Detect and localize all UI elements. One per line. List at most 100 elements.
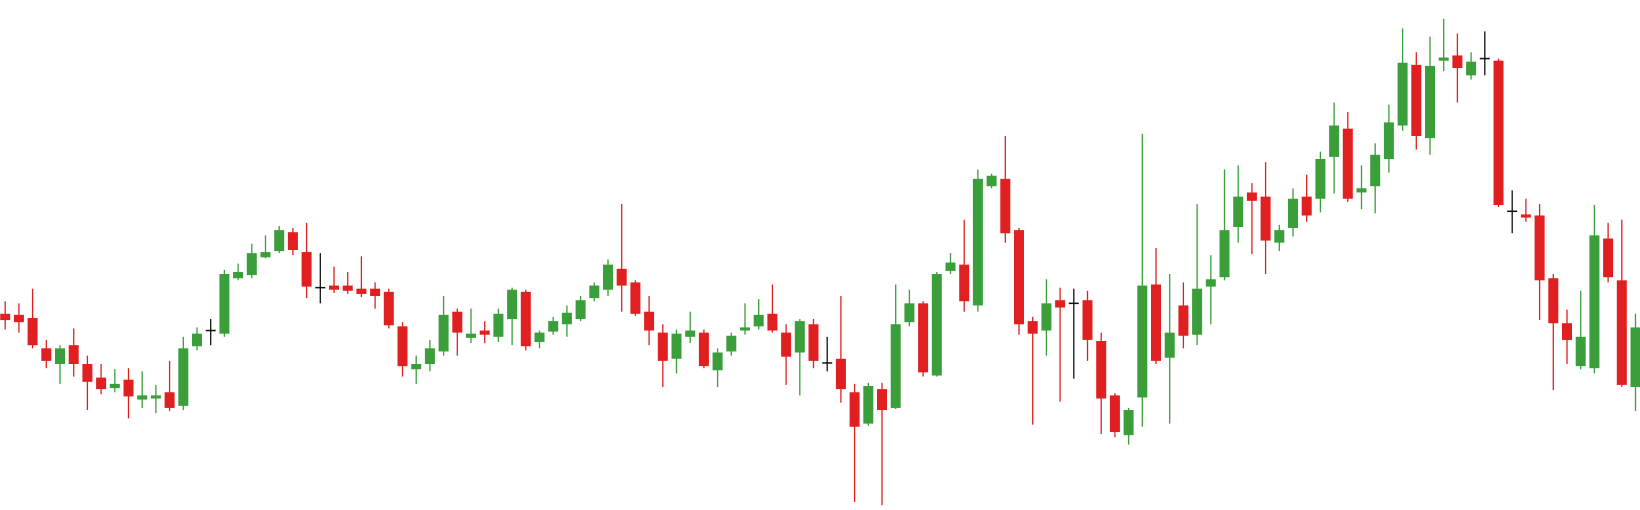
candle-body bbox=[589, 285, 600, 299]
candle-body bbox=[219, 274, 230, 334]
candle-body bbox=[397, 326, 408, 367]
candle-body bbox=[1233, 196, 1244, 227]
candle-body bbox=[301, 252, 312, 287]
candle-body bbox=[0, 313, 11, 321]
candle-body bbox=[1151, 284, 1161, 361]
candle-body bbox=[356, 288, 367, 294]
candle-body bbox=[424, 348, 435, 365]
candle-body bbox=[1096, 340, 1107, 399]
candle-body bbox=[972, 178, 983, 306]
candle-body bbox=[411, 364, 422, 370]
candle-body bbox=[192, 333, 202, 347]
candle-body bbox=[931, 274, 942, 376]
candle-body bbox=[1082, 300, 1093, 340]
candle-body bbox=[863, 385, 874, 424]
candle-body bbox=[123, 379, 134, 397]
candle-body bbox=[918, 303, 929, 373]
candle-body bbox=[109, 383, 120, 389]
candle-body bbox=[1260, 196, 1271, 241]
candle-body bbox=[1630, 327, 1640, 388]
candle-body bbox=[808, 324, 819, 361]
candle-body bbox=[575, 300, 586, 320]
candle-body bbox=[1014, 230, 1024, 325]
candle-body bbox=[1178, 305, 1189, 336]
candle-body bbox=[767, 313, 778, 331]
candle-body bbox=[41, 348, 52, 361]
candle-body bbox=[1109, 395, 1120, 432]
candle-body bbox=[493, 313, 504, 337]
candle-body bbox=[1164, 332, 1175, 358]
candle-body bbox=[1329, 125, 1340, 157]
candle-body bbox=[1246, 192, 1257, 201]
candle-body bbox=[383, 291, 394, 326]
candle-body bbox=[1274, 230, 1285, 243]
candle-body bbox=[1192, 288, 1203, 335]
candle-body bbox=[1055, 300, 1066, 308]
candle-body bbox=[1616, 280, 1627, 385]
candle-body bbox=[1425, 65, 1435, 139]
candle-body bbox=[479, 330, 490, 335]
candle-body bbox=[246, 253, 257, 276]
candle-body bbox=[233, 271, 244, 279]
candle-body bbox=[1205, 279, 1216, 287]
candle-body bbox=[466, 333, 476, 338]
candle-body bbox=[1452, 55, 1463, 68]
candle-body bbox=[1438, 57, 1449, 61]
candle-body bbox=[55, 348, 65, 365]
candle-body bbox=[150, 395, 161, 399]
candle-body bbox=[1123, 410, 1134, 436]
candle-body bbox=[452, 311, 463, 333]
candle-body bbox=[1603, 238, 1614, 278]
candle-body bbox=[1548, 278, 1559, 324]
candle-body bbox=[986, 175, 997, 187]
candle-body bbox=[657, 332, 668, 361]
candle-body bbox=[561, 312, 572, 325]
candle-body bbox=[534, 332, 545, 343]
candle-body bbox=[82, 364, 93, 382]
candle-body bbox=[1041, 303, 1052, 331]
candle-body bbox=[1219, 230, 1230, 278]
candle-body bbox=[753, 314, 764, 327]
candle-body bbox=[794, 321, 805, 353]
candle-body bbox=[274, 230, 285, 252]
candle-body bbox=[877, 389, 887, 411]
candle-body bbox=[96, 377, 107, 390]
candle-body bbox=[520, 291, 531, 347]
candle-body bbox=[698, 332, 709, 367]
candle-body bbox=[1520, 214, 1531, 218]
candle-body bbox=[644, 311, 655, 331]
candle-body bbox=[342, 285, 353, 291]
candle-body bbox=[1027, 321, 1038, 334]
candle-body bbox=[1301, 196, 1312, 216]
candle-body bbox=[1562, 323, 1572, 340]
candle-body bbox=[548, 321, 559, 332]
candle-body bbox=[1575, 336, 1586, 367]
candle-body bbox=[616, 268, 627, 286]
candle-body bbox=[68, 345, 79, 365]
candle-body bbox=[370, 288, 381, 297]
candle-body bbox=[1493, 60, 1504, 206]
candle-body bbox=[904, 303, 915, 323]
candle-body bbox=[1342, 128, 1353, 199]
candle-body bbox=[13, 314, 24, 323]
candle-body bbox=[726, 335, 737, 352]
candle-body bbox=[849, 392, 860, 427]
candle-body bbox=[1000, 178, 1011, 234]
candle-body bbox=[1534, 215, 1545, 281]
candle-body bbox=[1411, 64, 1422, 136]
candle-body bbox=[671, 333, 682, 359]
candle-body bbox=[781, 332, 792, 357]
candle-body bbox=[1383, 122, 1394, 159]
candle-body bbox=[1356, 188, 1367, 193]
candle-body bbox=[164, 392, 175, 408]
candle-body bbox=[1466, 61, 1477, 76]
candle-body bbox=[945, 262, 956, 271]
candle-body bbox=[1370, 154, 1381, 187]
candle-body bbox=[959, 264, 970, 302]
candle-body bbox=[27, 317, 38, 346]
candle-body bbox=[603, 264, 613, 290]
candle-body bbox=[685, 330, 696, 337]
candle-body bbox=[1288, 198, 1298, 229]
